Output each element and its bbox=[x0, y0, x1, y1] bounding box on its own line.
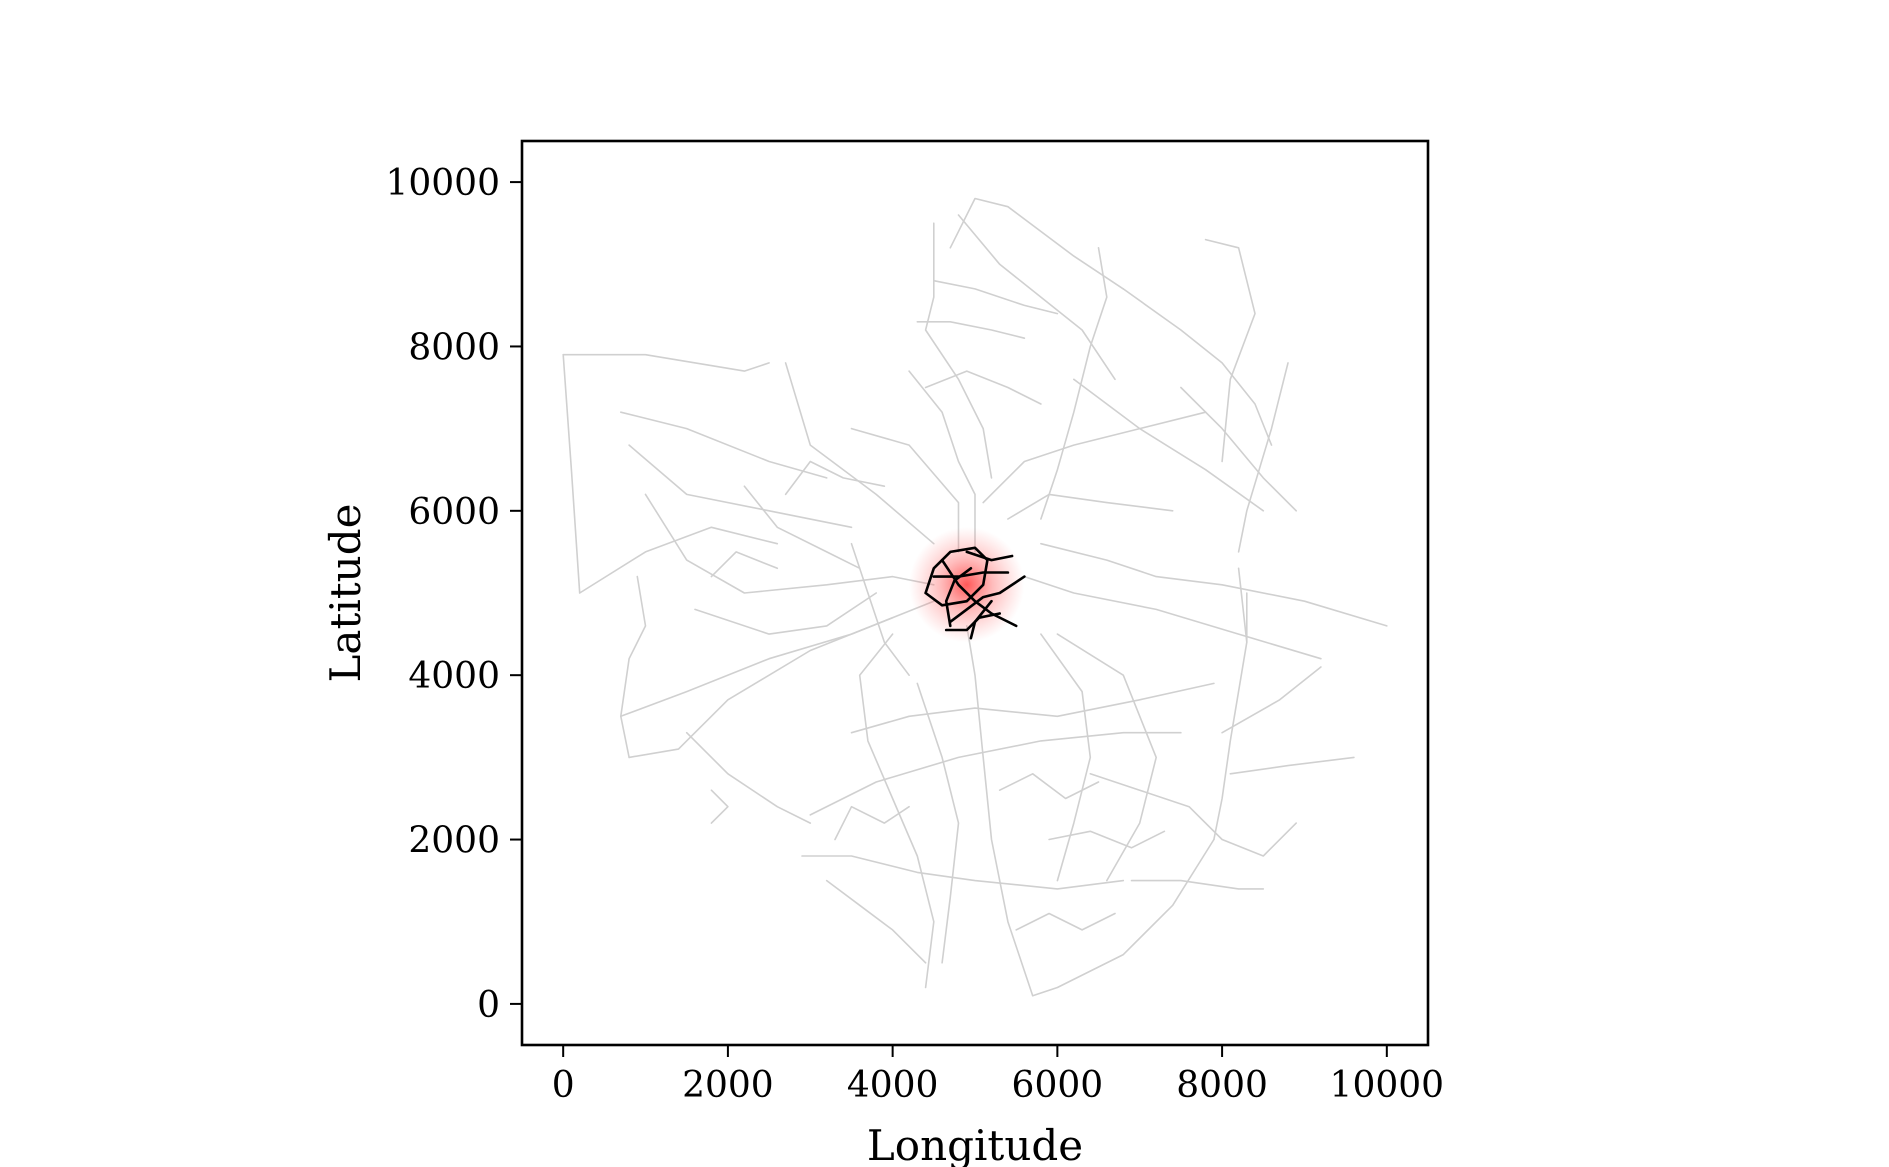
highlight-segment-7 bbox=[969, 599, 993, 640]
highlight-segment-4 bbox=[965, 550, 1014, 562]
street-segment-29 bbox=[825, 879, 927, 964]
street-segment-20 bbox=[1180, 386, 1297, 512]
highlight-segment-2 bbox=[940, 558, 1018, 628]
x-tick-label-2: 4000 bbox=[847, 1065, 939, 1106]
x-tick-label-4: 8000 bbox=[1176, 1065, 1268, 1106]
street-segment-26 bbox=[965, 625, 1034, 997]
y-tick-label-5: 10000 bbox=[385, 163, 500, 204]
street-network bbox=[562, 197, 1388, 997]
street-segment-30 bbox=[809, 731, 1182, 816]
plot-frame bbox=[520, 139, 1430, 1047]
y-tick-label-3: 6000 bbox=[408, 492, 500, 533]
highlight-segment-3 bbox=[948, 575, 1026, 624]
street-segment-37 bbox=[1130, 879, 1265, 890]
street-segment-3 bbox=[628, 444, 853, 529]
street-segment-23 bbox=[1023, 575, 1322, 660]
street-segment-10 bbox=[784, 362, 935, 545]
street-segment-1 bbox=[562, 353, 581, 594]
y-axis: 0 2000 4000 6000 8000 10000 bbox=[385, 163, 522, 1026]
x-tick-label-0: 0 bbox=[552, 1065, 575, 1106]
street-segment-33 bbox=[1040, 633, 1092, 882]
x-tick-label-1: 2000 bbox=[682, 1065, 774, 1106]
x-tick-label-5: 10000 bbox=[1330, 1065, 1445, 1106]
x-axis-label: Longitude bbox=[867, 1121, 1083, 1167]
highlight-segment-1 bbox=[932, 571, 1010, 578]
street-segment-12 bbox=[908, 370, 976, 553]
street-segment-9 bbox=[710, 789, 729, 824]
street-segment-42 bbox=[916, 682, 960, 964]
street-segment-41 bbox=[850, 542, 910, 677]
street-segment-6 bbox=[628, 616, 894, 759]
density-hotspot bbox=[909, 527, 1025, 643]
street-segment-35 bbox=[1229, 756, 1355, 775]
street-segment-50 bbox=[834, 805, 910, 841]
x-tick-label-3: 6000 bbox=[1012, 1065, 1104, 1106]
street-segment-52 bbox=[1015, 912, 1116, 931]
plot-content bbox=[562, 197, 1388, 997]
street-segment-40 bbox=[743, 485, 861, 570]
street-segment-18 bbox=[1204, 238, 1256, 463]
street-segment-34 bbox=[1089, 772, 1297, 857]
street-segment-16 bbox=[1040, 247, 1108, 520]
street-segment-4 bbox=[619, 411, 828, 479]
street-segment-48 bbox=[784, 460, 886, 496]
street-segment-19 bbox=[1237, 362, 1289, 553]
street-segment-38 bbox=[644, 493, 935, 594]
street-segment-22 bbox=[1040, 542, 1388, 627]
y-tick-label-4: 8000 bbox=[408, 327, 500, 368]
street-segment-11 bbox=[850, 427, 960, 553]
street-segment-47 bbox=[924, 370, 1042, 405]
y-axis-label: Latitude bbox=[321, 504, 370, 683]
street-segment-28 bbox=[801, 855, 1125, 890]
street-segment-17 bbox=[1122, 288, 1273, 446]
street-segment-51 bbox=[998, 772, 1100, 800]
street-segment-32 bbox=[1056, 633, 1157, 882]
street-segment-13 bbox=[924, 222, 993, 479]
street-segment-15 bbox=[957, 214, 1116, 381]
street-segment-49 bbox=[710, 551, 779, 578]
street-segment-53 bbox=[1048, 830, 1166, 849]
y-tick-label-2: 4000 bbox=[408, 656, 500, 697]
highlight-segment-5 bbox=[944, 566, 973, 628]
x-axis: 0 2000 4000 6000 8000 10000 bbox=[552, 1045, 1444, 1106]
y-tick-label-0: 0 bbox=[477, 985, 500, 1026]
street-segment-36 bbox=[1221, 666, 1322, 734]
street-segment-39 bbox=[694, 592, 878, 635]
highlight-segment-6 bbox=[944, 612, 1002, 632]
street-segment-21 bbox=[1073, 378, 1265, 512]
highlighted-subnetwork bbox=[924, 546, 1026, 640]
street-segment-25 bbox=[1031, 838, 1215, 997]
street-segment-14 bbox=[949, 197, 1125, 290]
street-segment-7 bbox=[619, 600, 935, 718]
street-segment-43 bbox=[982, 411, 1207, 504]
street-segment-2 bbox=[578, 526, 779, 594]
street-segment-27 bbox=[858, 633, 935, 989]
y-tick-label-1: 2000 bbox=[408, 821, 500, 862]
street-segment-31 bbox=[850, 682, 1215, 734]
street-segment-45 bbox=[916, 320, 1026, 340]
street-segment-44 bbox=[1007, 493, 1174, 520]
street-segment-24 bbox=[1213, 567, 1248, 841]
street-segment-8 bbox=[685, 731, 812, 824]
density-overlay bbox=[909, 527, 1025, 643]
street-segment-0 bbox=[562, 353, 770, 372]
street-segment-46 bbox=[932, 279, 1059, 315]
street-segment-5 bbox=[619, 575, 647, 759]
